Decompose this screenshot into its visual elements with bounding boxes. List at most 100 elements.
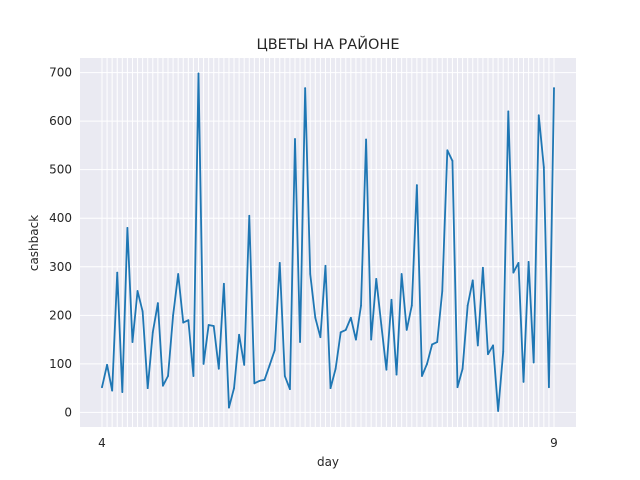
data-point <box>228 406 230 409</box>
x-tick-label: 9 <box>550 436 558 450</box>
data-point <box>283 375 286 377</box>
data-point <box>217 367 220 370</box>
data-point <box>222 282 225 285</box>
chart-title: ЦВЕТЫ НА РАЙОНЕ <box>256 35 399 53</box>
data-point <box>390 298 393 301</box>
data-point <box>421 375 423 377</box>
data-point <box>385 368 388 371</box>
data-point <box>202 362 205 365</box>
data-point <box>248 214 251 217</box>
data-point <box>324 264 327 267</box>
y-tick-label: 700 <box>49 66 72 80</box>
y-tick-label: 600 <box>49 114 72 128</box>
x-tick-label: 4 <box>98 436 106 450</box>
data-point <box>380 324 383 326</box>
data-point <box>532 361 535 364</box>
data-point <box>253 382 256 385</box>
y-tick-labels: 0 100 200 300 400 500 600 700 <box>49 66 72 420</box>
data-point <box>329 387 332 390</box>
data-point <box>136 290 139 292</box>
data-point <box>471 279 474 282</box>
y-tick-label: 300 <box>49 260 72 274</box>
y-tick-label: 400 <box>49 211 72 225</box>
data-point <box>451 160 454 162</box>
data-point <box>304 87 307 90</box>
y-tick-label: 500 <box>49 163 72 177</box>
data-point <box>344 328 347 331</box>
data-point <box>431 343 434 346</box>
data-point <box>319 336 322 339</box>
data-point <box>426 362 428 365</box>
data-point <box>410 304 413 307</box>
data-point <box>278 261 281 264</box>
data-point <box>415 184 418 187</box>
data-point <box>197 72 200 75</box>
data-point <box>263 379 266 381</box>
data-point <box>294 138 296 140</box>
data-point <box>334 367 337 370</box>
data-point <box>542 166 545 169</box>
y-gridlines <box>80 72 576 413</box>
data-point <box>172 314 175 317</box>
data-point <box>365 138 367 141</box>
data-point <box>502 350 505 353</box>
y-tick-label: 200 <box>49 308 72 322</box>
data-point <box>106 363 108 366</box>
data-point <box>441 290 444 292</box>
data-point <box>243 363 246 366</box>
data-point <box>314 316 317 319</box>
data-point <box>167 375 169 377</box>
data-point <box>192 375 195 377</box>
data-point <box>233 387 235 390</box>
data-point <box>349 316 352 319</box>
data-point <box>461 367 464 370</box>
data-point <box>553 87 555 90</box>
x-axis-label: day <box>317 455 339 469</box>
data-point <box>146 387 149 390</box>
data-point <box>548 386 550 389</box>
data-point <box>212 325 215 327</box>
data-point <box>522 380 525 383</box>
y-tick-label: 100 <box>49 357 72 371</box>
data-point <box>177 273 180 275</box>
data-point <box>446 149 449 152</box>
data-point <box>258 379 261 382</box>
data-point <box>187 319 190 322</box>
data-point <box>268 364 271 367</box>
data-point <box>517 261 520 264</box>
data-point <box>360 304 362 307</box>
data-point <box>405 328 408 331</box>
data-point <box>126 227 129 229</box>
data-point <box>476 344 479 347</box>
data-point <box>355 338 357 341</box>
data-point <box>370 338 373 341</box>
data-point <box>273 349 276 352</box>
data-point <box>131 341 134 343</box>
data-point <box>309 273 312 275</box>
data-point <box>375 278 378 280</box>
y-tick-label: 0 <box>64 405 72 419</box>
data-point <box>156 302 159 305</box>
series-line <box>101 72 555 412</box>
data-point <box>537 114 540 117</box>
data-point <box>395 373 398 376</box>
data-point <box>121 391 124 393</box>
data-point <box>466 304 469 307</box>
data-point <box>101 386 103 389</box>
data-point <box>116 271 119 274</box>
data-point <box>456 386 459 389</box>
data-point <box>492 344 494 347</box>
data-point <box>497 410 500 412</box>
data-point <box>299 341 301 343</box>
data-point <box>238 333 241 336</box>
data-point <box>141 310 144 313</box>
data-point <box>207 324 210 326</box>
data-point <box>400 273 403 275</box>
series-layer <box>101 72 555 412</box>
data-point <box>182 321 185 324</box>
data-point <box>339 331 342 334</box>
data-point <box>507 110 510 113</box>
y-axis-label: cashback <box>27 215 41 271</box>
data-point <box>487 353 489 356</box>
